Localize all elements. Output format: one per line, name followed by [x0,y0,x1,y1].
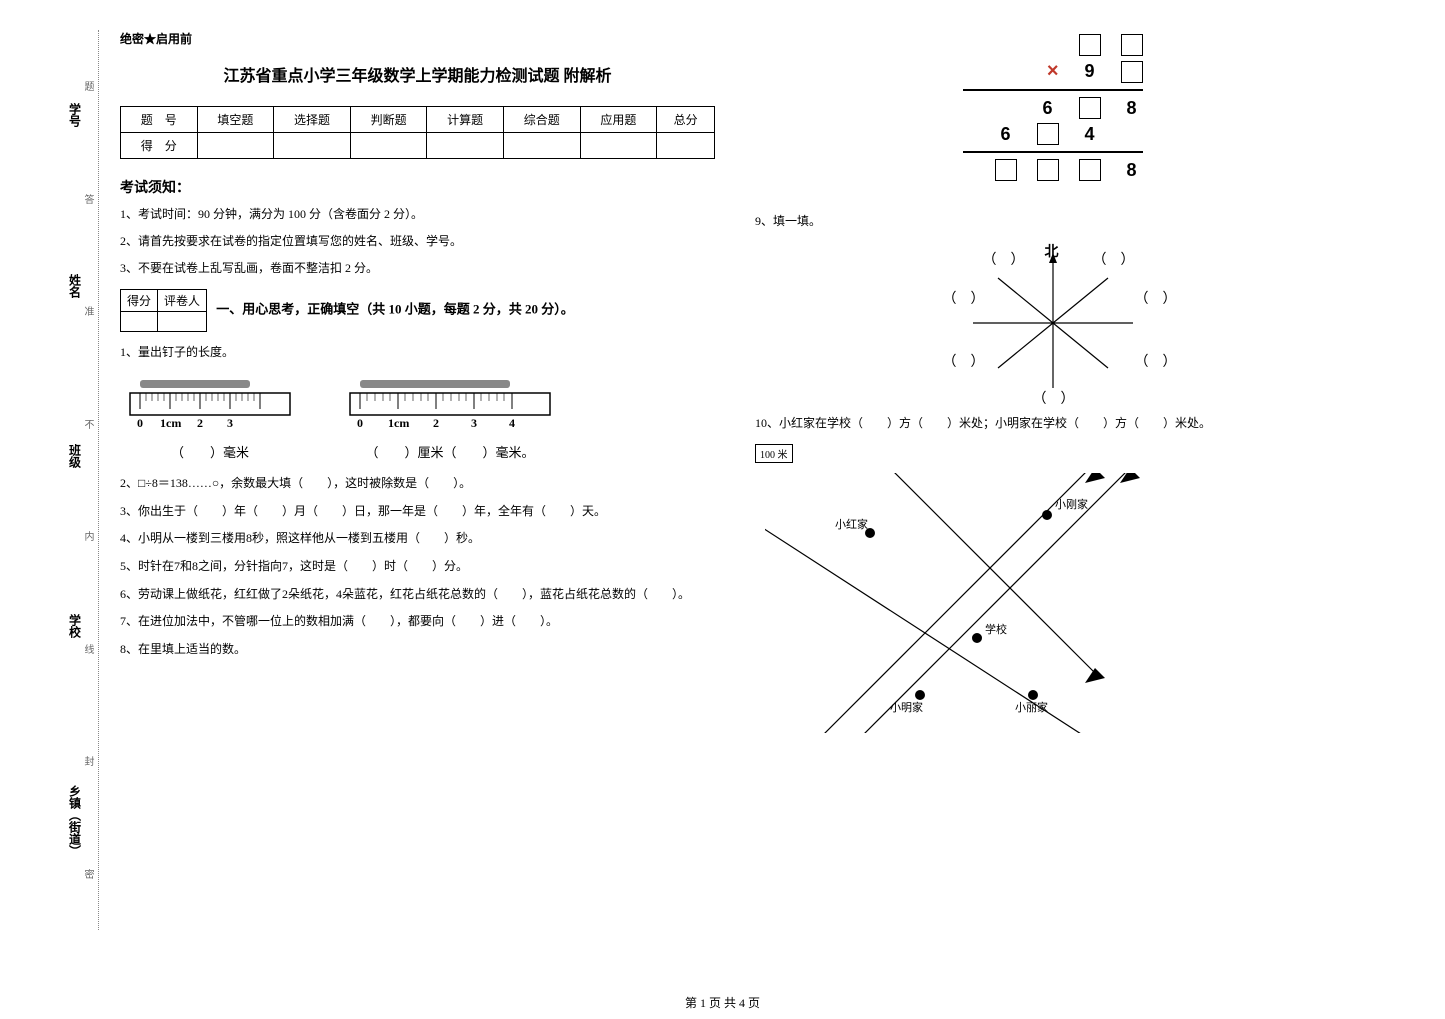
th: 题 号 [121,107,198,133]
compass-svg [923,243,1183,403]
seal-dotted-line [98,30,99,930]
th: 综合题 [503,107,580,133]
instr-line: 1、考试时间：90 分钟，满分为 100 分（含卷面分 2 分）。 [120,205,715,224]
svg-text:小丽家: 小丽家 [1015,700,1048,714]
blank: （ ） [943,351,985,371]
north-label: 北 [1045,241,1059,261]
seal-line-labels: 题 答 准 不 内 线 封 密 [80,30,95,930]
th: 填空题 [197,107,274,133]
blank: （ ） [983,249,1025,269]
svg-text:0: 0 [137,416,143,430]
ruler-2-svg: 0 1cm 2 3 4 [340,375,560,430]
multiplication-problem: × 9 6 8 6 4 [963,34,1143,181]
q5: 5、时针在7和8之间，分针指向7，这时是（ ）时（ ）分。 [120,556,715,578]
page-title: 江苏省重点小学三年级数学上学期能力检测试题 附解析 [120,62,715,86]
left-column: 绝密★启用前 江苏省重点小学三年级数学上学期能力检测试题 附解析 题 号 填空题… [120,30,715,733]
svg-text:0: 0 [357,416,363,430]
svg-text:3: 3 [227,416,233,430]
instructions: 1、考试时间：90 分钟，满分为 100 分（含卷面分 2 分）。 2、请首先按… [120,205,715,279]
digit: 9 [1079,61,1101,82]
digit-box [1079,97,1101,119]
blank: （ ） [1135,351,1177,371]
q3: 3、你出生于（ ）年（ ）月（ ）日，那一年是（ ）年，全年有（ ）天。 [120,501,715,523]
ruler-1-caption: （ ）毫米 [120,442,300,461]
digit: 4 [1079,124,1101,145]
ruler-2-caption: （ ）厘米（ ）毫米。 [340,442,560,461]
digit: 8 [1121,98,1143,119]
q7: 7、在进位加法中，不管哪一位上的数相加满（ ），都要向（ ）进（ ）。 [120,611,715,633]
digit: 6 [1037,98,1059,119]
q6: 6、劳动课上做纸花，红红做了2朵纸花，4朵蓝花，红花占纸花总数的（ ），蓝花占纸… [120,584,715,606]
compass-diagram: 北 （ ） （ ） （ ） （ ） （ ） （ ） （ ） [923,243,1183,403]
svg-text:小红家: 小红家 [835,517,868,531]
svg-text:2: 2 [433,416,439,430]
instr-line: 2、请首先按要求在试卷的指定位置填写您的姓名、班级、学号。 [120,232,715,251]
instructions-title: 考试须知： [120,177,715,197]
digit-box [1121,34,1143,56]
svg-text:1cm: 1cm [388,416,409,430]
digit-box [1037,159,1059,181]
right-column: × 9 6 8 6 4 [755,30,1350,733]
blank: （ ） [1033,388,1075,408]
digit: 8 [1121,160,1143,181]
q10: 10、小红家在学校（ ）方（ ）米处；小明家在学校（ ）方（ ）米处。 [755,413,1350,435]
svg-text:1cm: 1cm [160,416,181,430]
blank: （ ） [1093,249,1135,269]
svg-text:学校: 学校 [985,622,1007,636]
ruler-figures: 0 1cm 2 3 （ ）毫米 [120,375,715,461]
section-1-title: 一、用心思考，正确填空（共 10 小题，每题 2 分，共 20 分）。 [216,301,574,316]
digit-box [1079,34,1101,56]
th: 判断题 [350,107,427,133]
q2: 2、□÷8＝138……○，余数最大填（ ），这时被除数是（ ）。 [120,473,715,495]
th: 选择题 [274,107,351,133]
instr-line: 3、不要在试卷上乱写乱画，卷面不整洁扣 2 分。 [120,259,715,278]
q4: 4、小明从一楼到三楼用8秒，照这样他从一楼到五楼用（ ）秒。 [120,528,715,550]
map-svg: 小红家 小刚家 学校 小明家 小丽家 [765,473,1145,733]
mult-sign: × [1047,60,1059,83]
blank: （ ） [1135,288,1177,308]
svg-text:3: 3 [471,416,477,430]
q1: 1、量出钉子的长度。 [120,342,715,364]
svg-text:4: 4 [509,416,515,430]
th: 应用题 [580,107,657,133]
svg-text:2: 2 [197,416,203,430]
th: 总分 [657,107,715,133]
svg-text:小明家: 小明家 [890,700,923,714]
map-scale: 100 米 [755,444,793,463]
score-table: 题 号 填空题 选择题 判断题 计算题 综合题 应用题 总分 得 分 [120,106,715,159]
digit-box [1121,61,1143,83]
blank: （ ） [943,288,985,308]
svg-text:小刚家: 小刚家 [1055,497,1088,511]
page-footer: 第 1 页 共 4 页 [0,994,1445,1011]
q9-label: 9、填一填。 [755,211,1350,233]
mini-cell: 得分 [121,289,158,311]
ruler-1-svg: 0 1cm 2 3 [120,375,300,430]
th: 计算题 [427,107,504,133]
digit: 6 [995,124,1017,145]
map-figure: 100 米 小红家 [755,444,1350,733]
digit-box [1079,159,1101,181]
q8: 8、在里填上适当的数。 [120,639,715,661]
confidential-label: 绝密★启用前 [120,30,715,47]
digit-box [1037,123,1059,145]
scorer-table: 得分 评卷人 [120,289,207,332]
digit-box [995,159,1017,181]
mini-cell: 评卷人 [158,289,207,311]
row-label: 得 分 [121,133,198,159]
